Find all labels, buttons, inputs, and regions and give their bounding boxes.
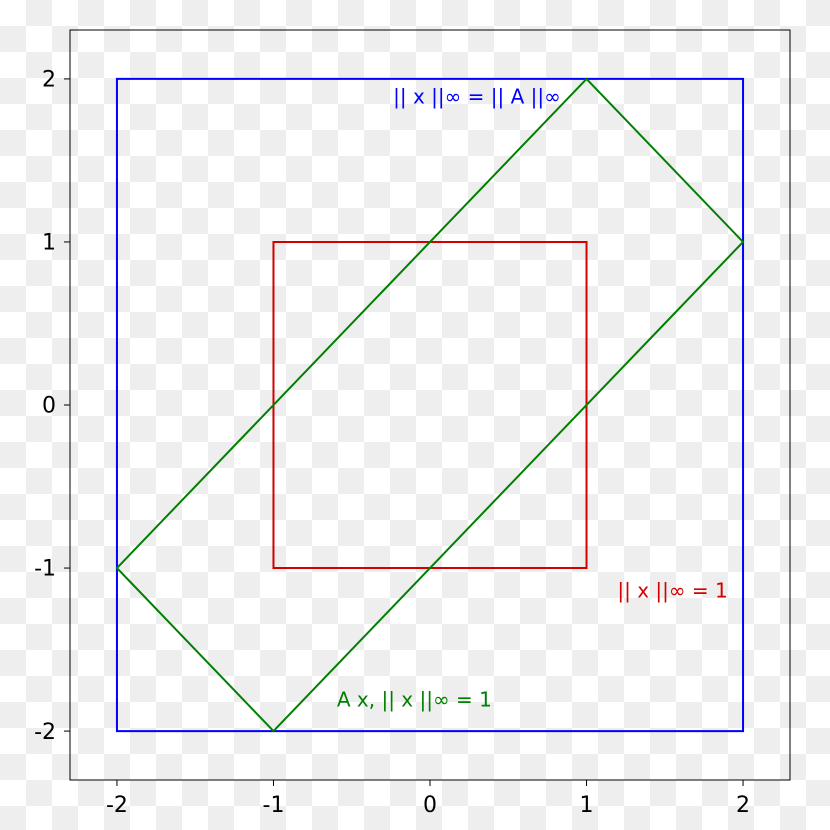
red-label: || x ||∞ = 1 <box>617 578 727 602</box>
green-poly <box>117 79 743 731</box>
red-square <box>273 242 586 568</box>
plot-svg: -2 -1 0 1 2 -2 -1 0 1 2 || x ||∞ = || A ||∞ || x ||… <box>0 0 830 830</box>
x-tick-label: 0 <box>423 793 437 818</box>
y-tick-label: -1 <box>34 557 56 582</box>
figure-canvas: -2 -1 0 1 2 -2 -1 0 1 2 || x ||∞ = || A ||∞ || x ||… <box>0 0 830 830</box>
green-label: A x, || x ||∞ = 1 <box>337 688 492 712</box>
y-tick-label: 2 <box>42 68 56 93</box>
x-tick-label: 1 <box>580 793 594 818</box>
x-tick-label: 2 <box>736 793 750 818</box>
y-tick-label: -2 <box>34 720 56 745</box>
y-tick-label: 1 <box>42 231 56 256</box>
blue-label: || x ||∞ = || A ||∞ <box>393 84 561 108</box>
blue-square <box>117 79 743 731</box>
y-tick-label: 0 <box>42 394 56 419</box>
x-tick-label: -2 <box>106 793 128 818</box>
x-tick-label: -1 <box>263 793 285 818</box>
plot-border <box>70 30 790 780</box>
